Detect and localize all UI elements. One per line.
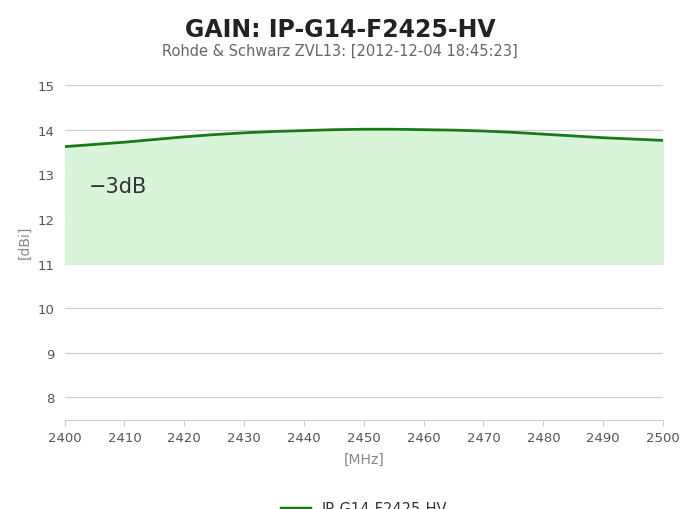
Text: GAIN: IP-G14-F2425-HV: GAIN: IP-G14-F2425-HV <box>185 18 495 42</box>
Text: −3dB: −3dB <box>88 177 147 197</box>
Legend: IP-G14-F2425-HV: IP-G14-F2425-HV <box>275 495 453 509</box>
X-axis label: [MHz]: [MHz] <box>343 453 384 466</box>
Y-axis label: [dBi]: [dBi] <box>18 225 32 259</box>
Text: Rohde & Schwarz ZVL13: [2012-12-04 18:45:23]: Rohde & Schwarz ZVL13: [2012-12-04 18:45… <box>162 43 518 58</box>
